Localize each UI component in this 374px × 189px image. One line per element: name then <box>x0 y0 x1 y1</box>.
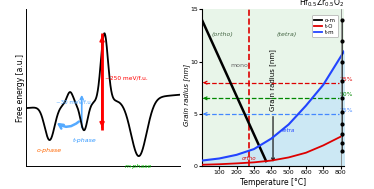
Text: mono: mono <box>230 63 248 68</box>
Point <box>339 110 345 113</box>
Text: 25%: 25% <box>339 77 353 82</box>
Point <box>339 149 345 152</box>
Text: m-phase: m-phase <box>125 164 153 169</box>
Point <box>339 18 345 21</box>
Point <box>339 142 345 145</box>
Text: (ortho): (ortho) <box>211 32 233 37</box>
Legend: o-m, t-O, t-m: o-m, t-O, t-m <box>312 15 338 37</box>
Point <box>339 123 345 126</box>
Text: ortho: ortho <box>242 156 257 161</box>
Text: ~30 meV/f.u.: ~30 meV/f.u. <box>56 100 92 105</box>
Point <box>339 97 345 100</box>
Text: Grain radius [nm]: Grain radius [nm] <box>270 49 276 161</box>
Point <box>339 132 345 135</box>
Text: 50%: 50% <box>339 92 353 97</box>
Point <box>339 39 345 42</box>
Text: (tetra): (tetra) <box>276 32 297 37</box>
Text: tetra: tetra <box>282 128 295 133</box>
Point <box>339 79 345 82</box>
Text: 75%: 75% <box>339 108 353 113</box>
X-axis label: Temperature [°C]: Temperature [°C] <box>240 178 306 187</box>
Text: ~250 meV/f.u.: ~250 meV/f.u. <box>105 76 148 81</box>
Text: Hf$_{0.5}$Zr$_{0.5}$O$_2$: Hf$_{0.5}$Zr$_{0.5}$O$_2$ <box>299 0 344 9</box>
Text: o-phase: o-phase <box>37 148 62 153</box>
Y-axis label: Free energy [a.u.]: Free energy [a.u.] <box>16 54 25 122</box>
Text: Grain radius [nm]: Grain radius [nm] <box>184 64 190 125</box>
Text: t-phase: t-phase <box>72 138 96 143</box>
Point <box>339 60 345 63</box>
